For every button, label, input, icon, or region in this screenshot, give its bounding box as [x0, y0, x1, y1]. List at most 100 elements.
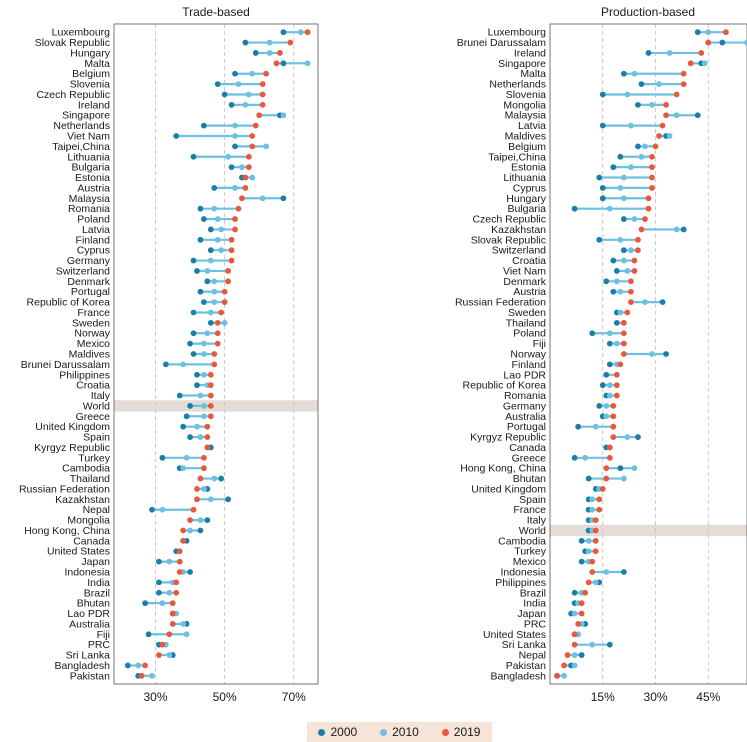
panel1-point-2019-fiji	[166, 631, 173, 638]
panel1-point-2000-bangladesh	[124, 662, 131, 669]
panel2-point-2019-philippines	[585, 579, 592, 586]
panel2-category-label: Viet Nam	[503, 265, 546, 277]
panel2-point-2019-republic-of-korea	[613, 382, 620, 389]
panel1-point-2000-italy	[176, 392, 183, 399]
panel2-point-2019-japan	[578, 610, 585, 617]
panel2-point-2000-fiji	[606, 340, 613, 347]
panel2-category-label: Sweden	[508, 307, 546, 319]
panel2-point-2000-brazil	[571, 589, 578, 596]
panel2-point-2000-kazakhstan	[680, 226, 687, 233]
panel1-category-label: Lao PDR	[67, 608, 110, 620]
panel1-point-2000-malta	[280, 60, 287, 67]
panel1-point-2000-maldives	[190, 351, 197, 357]
panel1-category-label: Brazil	[84, 587, 110, 599]
panel1-point-2000-finland	[197, 236, 204, 243]
panel2-point-2019-slovenia	[673, 91, 680, 98]
panel1-point-2010-poland	[214, 216, 221, 222]
panel1-category-label: Brunei Darussalam	[21, 359, 111, 371]
panel1-point-2010-finland	[214, 236, 221, 243]
panel1-category-label: Japan	[81, 556, 110, 568]
panel1-point-2010-italy	[197, 392, 204, 399]
panel1-point-2010-latvia	[218, 226, 225, 233]
panel2-category-label: Ireland	[514, 47, 546, 59]
panel1-category-label: Turkey	[78, 452, 110, 464]
panel2-point-2019-nepal	[564, 652, 571, 658]
panel2-point-2000-hungary	[599, 195, 606, 202]
panel1-point-2010-luxembourg	[297, 29, 304, 36]
panel2-category-label: Italy	[527, 515, 547, 527]
panel1-point-2019-united-kingdom	[204, 423, 211, 430]
panel2-point-2019-czech-republic	[642, 216, 648, 222]
panel2-category-label: Philippines	[495, 577, 546, 589]
panel1-category-label: Belgium	[72, 68, 110, 80]
legend-label-2010: 2010	[392, 725, 419, 739]
panel1-point-2010-mexico	[200, 340, 207, 347]
panel1-point-2010-sweden	[221, 319, 228, 326]
panel2-point-2010-croatia	[620, 257, 627, 264]
panel2-point-2010-portugal	[592, 423, 599, 430]
panel2-tick-label: 45%	[696, 690, 720, 704]
panel2-category-label: World	[519, 525, 546, 537]
panel1-point-2000-turkey	[159, 454, 166, 461]
panel1-category-label: Spain	[83, 432, 110, 444]
panel2-point-2019-poland	[620, 330, 627, 337]
panel1-tick-label: 30%	[143, 690, 167, 704]
panel1-point-2019-australia	[169, 621, 176, 627]
panel2-point-2019-germany	[610, 403, 617, 409]
panel2-category-label: France	[513, 504, 546, 516]
panel1-point-2019-cambodia	[200, 465, 207, 472]
panel2-point-2000-nepal	[578, 652, 585, 658]
panel1-point-2000-latvia	[207, 226, 214, 233]
panel2-point-2000-germany	[596, 403, 603, 409]
panel2-title: Production-based	[601, 5, 695, 19]
panel1-category-label: Luxembourg	[52, 27, 111, 39]
panel2-point-2019-sweden	[624, 309, 631, 316]
panel2-point-2000-malaysia	[694, 112, 701, 119]
panel1-point-2000-philippines	[194, 371, 200, 378]
panel1-point-2019-luxembourg	[304, 29, 311, 36]
panel1-point-2010-maldives	[200, 351, 207, 357]
panel1-point-2010-france	[207, 309, 214, 316]
panel1-point-2000-norway	[190, 330, 197, 337]
panel2-point-2010-maldives	[666, 133, 673, 139]
panel1-point-2019-bhutan	[169, 600, 176, 607]
panel2-category-label: Maldives	[505, 131, 546, 143]
panel1-point-2010-brazil	[166, 589, 173, 596]
panel2-point-2019-bulgaria	[645, 205, 652, 212]
panel2-category-label: Hong Kong, China	[460, 463, 546, 475]
panel2-category-label: Hungary	[506, 193, 546, 205]
panel2-point-2010-sweden	[617, 309, 624, 316]
panel1-point-2010-fiji	[183, 631, 190, 638]
panel2-point-2010-france	[589, 506, 596, 513]
panel1-category-label: Romania	[68, 203, 110, 215]
panel2-point-2010-pakistan	[571, 662, 578, 669]
panel1-category-label: Viet Nam	[67, 131, 110, 143]
panel1-category-label: Malaysia	[69, 193, 111, 205]
panel2-category-label: Brunei Darussalam	[457, 37, 547, 49]
panel1-point-2000-spain	[187, 434, 193, 440]
panel1-point-2000-luxembourg	[280, 29, 287, 36]
panel2-point-2019-austria	[628, 288, 634, 295]
panel2-point-2019-luxembourg	[722, 29, 729, 36]
panel1-category-label: France	[77, 307, 110, 319]
panel1-point-2019-france	[218, 309, 225, 316]
panel2-point-2019-world	[592, 527, 599, 534]
panel1-point-2010-cambodia	[180, 465, 187, 472]
panel2-category-label: Canada	[509, 442, 546, 454]
panel1-category-label: Republic of Korea	[27, 297, 111, 309]
panel1-category-label: Slovak Republic	[35, 37, 110, 49]
panel2-point-2010-latvia	[628, 122, 634, 129]
panel1-category-label: Pakistan	[70, 670, 110, 682]
panel1-category-label: Russian Federation	[19, 483, 110, 495]
panel2-category-label: Indonesia	[500, 567, 546, 579]
panel2-point-2019-finland	[617, 361, 624, 368]
panel2-point-2019-hong-kong-china	[603, 465, 610, 472]
panel1-category-label: Greece	[76, 411, 111, 423]
panel1-tick-label: 50%	[213, 690, 237, 704]
panel1-point-2019-romania	[235, 205, 242, 212]
panel2-category-label: Denmark	[503, 276, 546, 288]
panel2-point-2010-hungary	[620, 195, 627, 202]
panel2-point-2019-switzerland	[635, 247, 641, 254]
panel2-point-2019-spain	[596, 496, 603, 503]
panel2-point-2010-viet-nam	[624, 268, 631, 274]
